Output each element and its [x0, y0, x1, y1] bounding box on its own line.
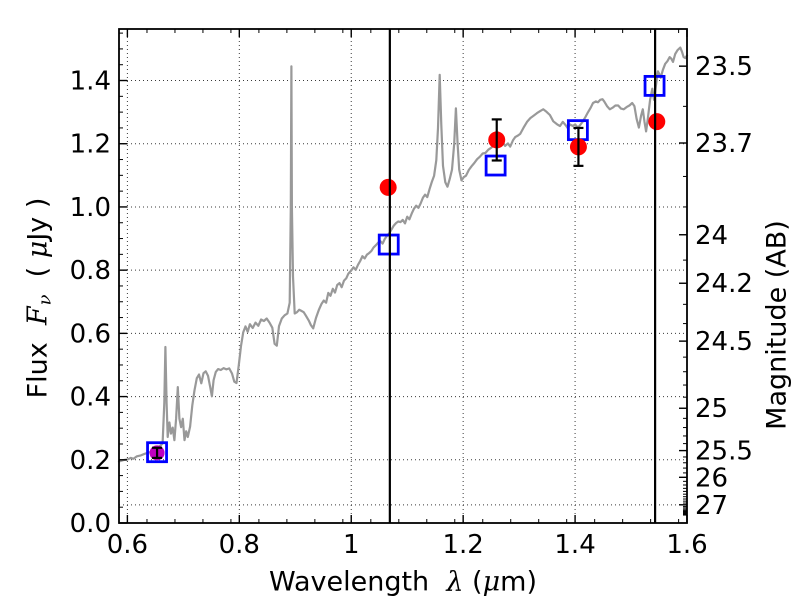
flux-F-symbol: F: [22, 306, 54, 326]
lambda-symbol: λ: [446, 566, 464, 598]
y-left-tick-label: 1.2: [70, 130, 111, 160]
y-right-tick-label: 26: [695, 463, 728, 493]
model-photometry-square: [377, 233, 400, 256]
y-right-tick-label: 23.5: [695, 52, 753, 82]
y-right-tick-label: 23.7: [695, 129, 753, 159]
y-left-tick-label: 0.4: [70, 383, 111, 413]
x-tick-label: 0.6: [107, 530, 148, 560]
x-tick-label: 1.4: [554, 530, 595, 560]
x-tick-label: 1: [343, 530, 360, 560]
model-spectrum-line: [117, 46, 689, 463]
nu-subscript: ν: [34, 294, 56, 306]
flux-label-text: Flux: [22, 325, 54, 399]
y-left-tick-label: 1.0: [70, 193, 111, 223]
y-right-tick-label: 24: [695, 221, 728, 251]
x-tick-label: 1.6: [666, 530, 707, 560]
observed-photometry-red-point: [379, 178, 397, 196]
y-right-tick-label: 25: [695, 394, 728, 424]
y-right-tick-label: 27: [695, 491, 728, 521]
y-left-tick-label: 0.0: [70, 509, 111, 539]
x-tick-label: 1.2: [442, 530, 483, 560]
y-left-tick-label: 0.6: [70, 319, 111, 349]
x-axis-label: Wavelength λ (μm): [269, 566, 537, 598]
mu-symbol: μ: [22, 240, 54, 259]
y-right-tick-label: 24.5: [695, 327, 753, 357]
x-tick-label: 0.8: [219, 530, 260, 560]
y-right-tick-label: 24.2: [695, 269, 753, 299]
mu-symbol: μ: [482, 566, 501, 598]
model-photometry-square: [484, 154, 507, 177]
x-axis-label-text: Wavelength: [269, 566, 447, 598]
y-left-tick-label: 1.4: [70, 67, 111, 97]
model-photometry-square: [146, 441, 168, 464]
y-left-tick-label: 0.2: [70, 446, 111, 476]
y-axis-label-right: Magnitude (AB): [761, 220, 793, 430]
y-axis-label-left: Flux Fν ( μJy ): [22, 197, 56, 399]
y-right-tick-label: 25.5: [695, 437, 753, 467]
y-left-tick-label: 0.8: [70, 256, 111, 286]
axes-frame: [118, 28, 688, 524]
observed-photometry-red-point: [648, 113, 666, 131]
